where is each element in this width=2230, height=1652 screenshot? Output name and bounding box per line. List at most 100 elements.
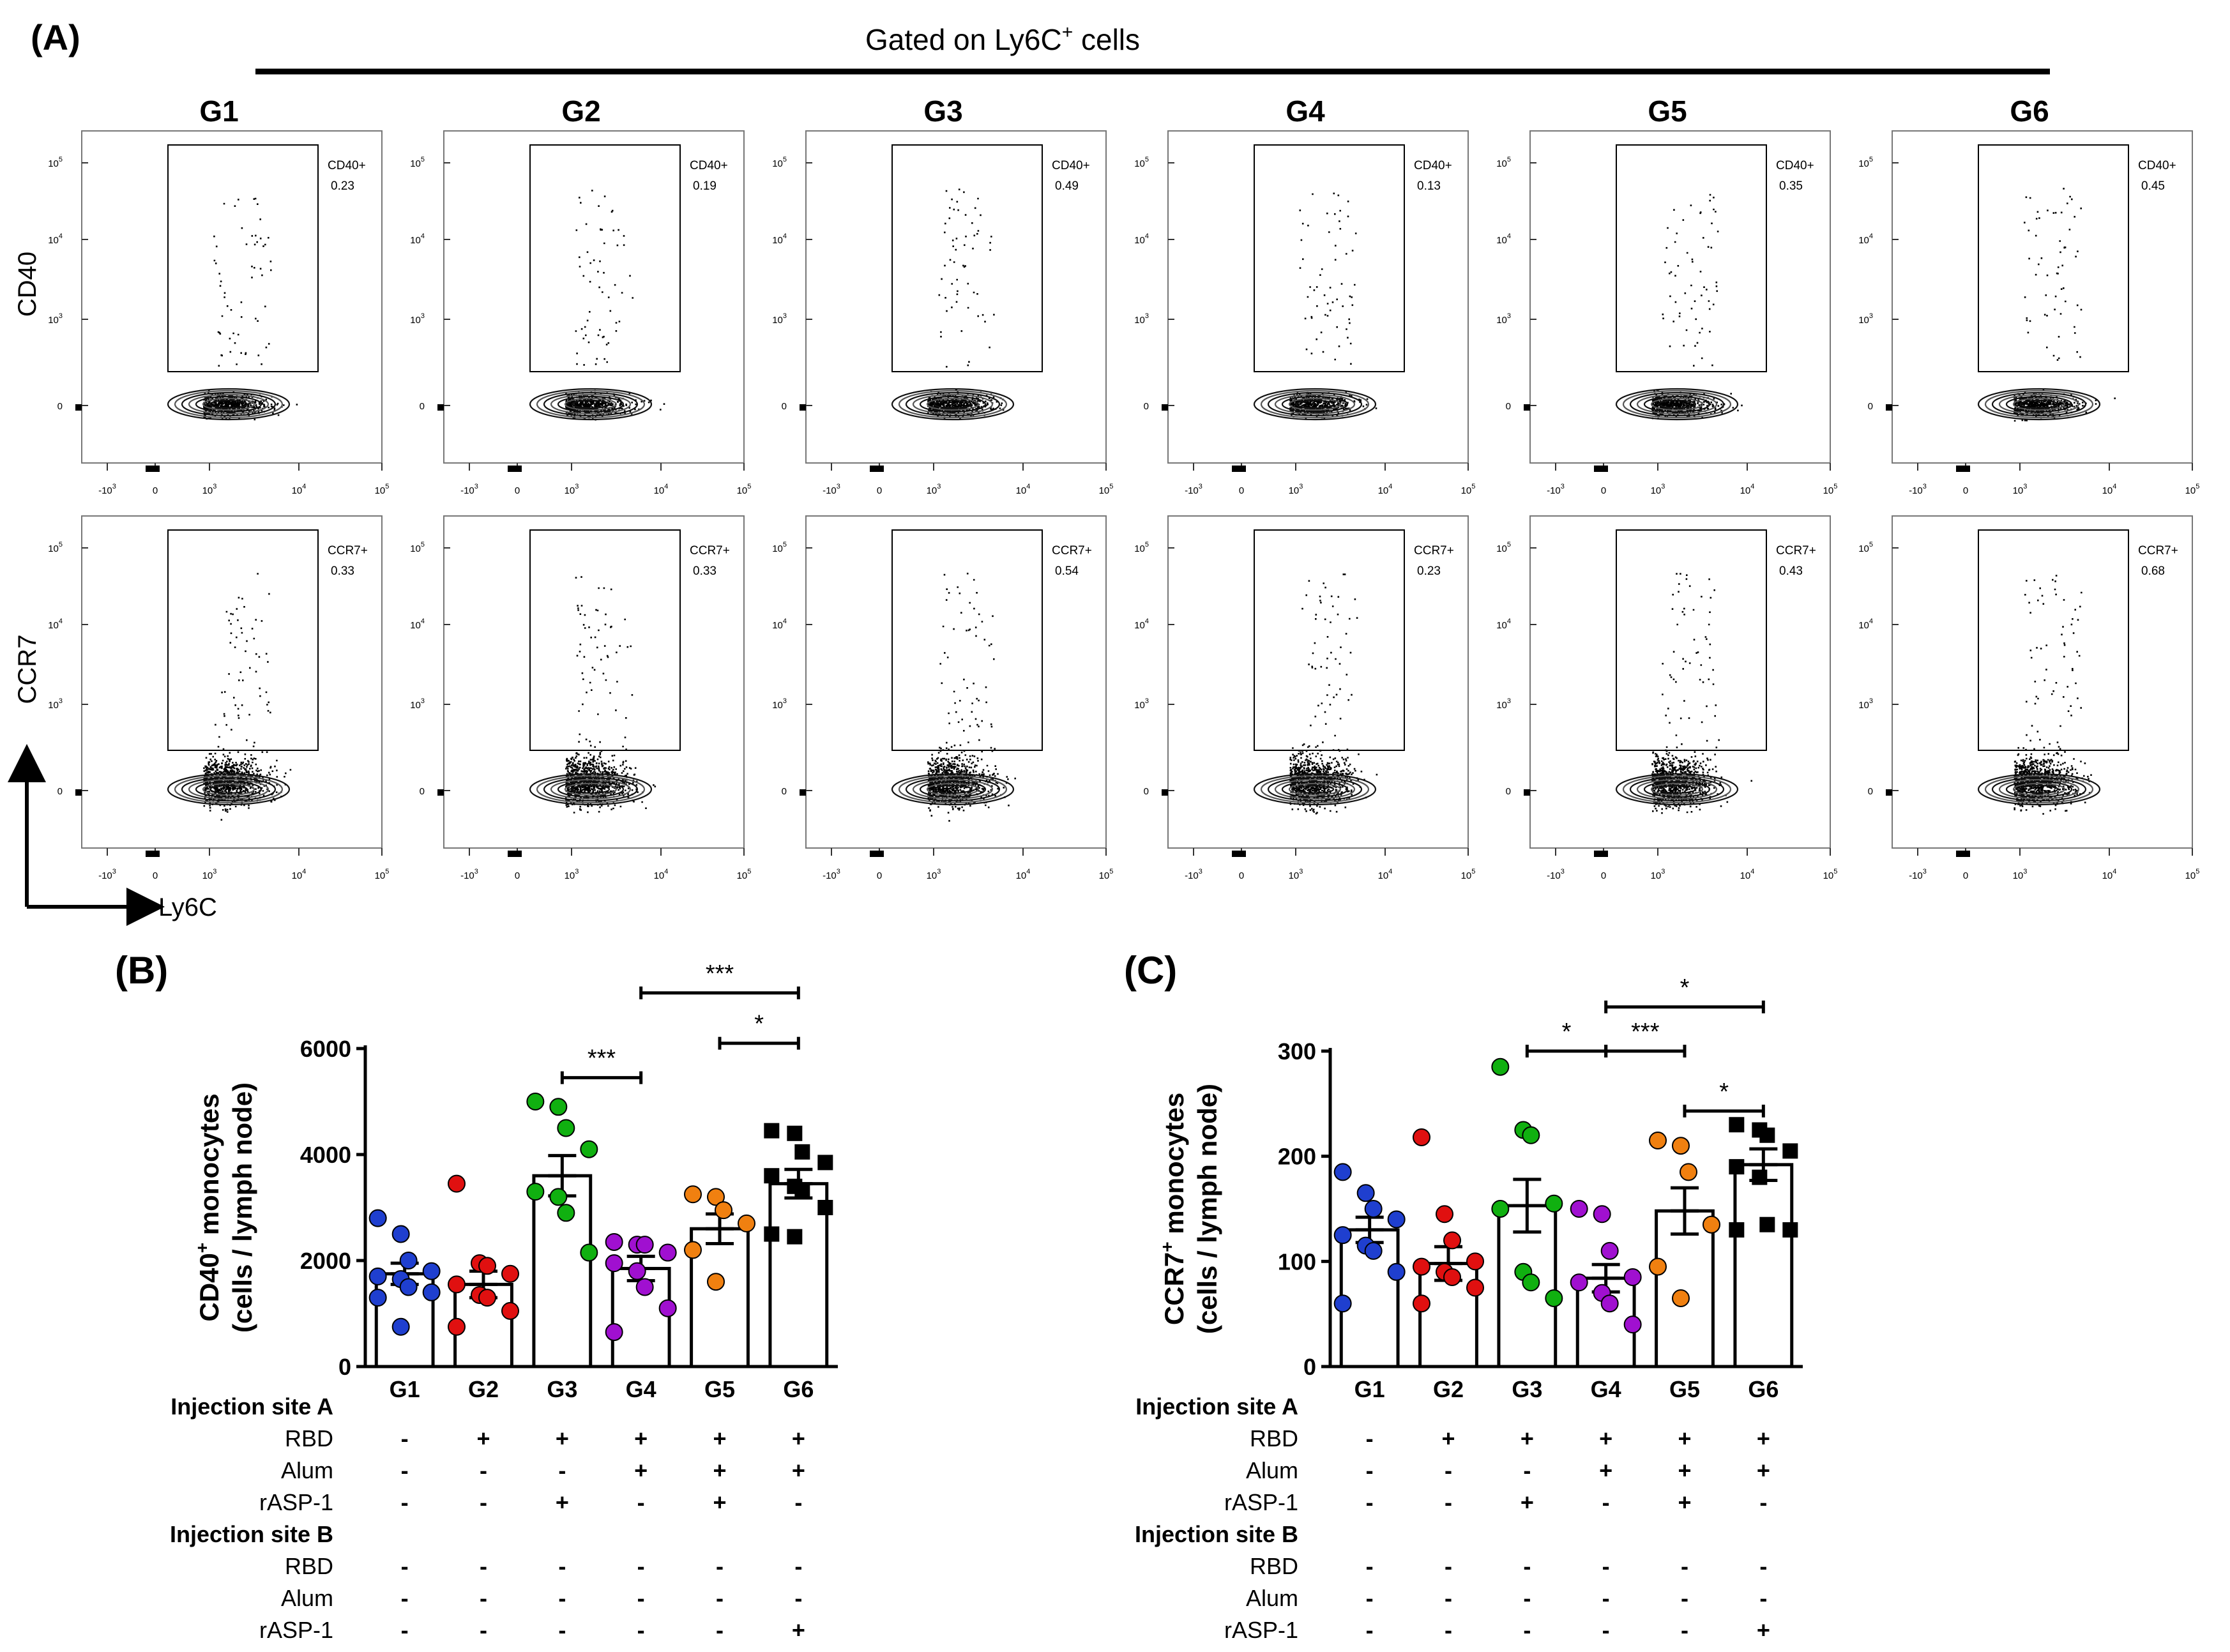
flow-plot: 105 104 103 0 -103 0 103 104 105 CD40+ 0.13 [1134,130,1476,496]
bar [1655,1209,1715,1368]
flow-plot-frame [805,130,1107,464]
data-point [707,1188,725,1206]
data-point [1436,1205,1453,1224]
flow-contour [543,391,639,417]
table-row-label: RBD [285,1553,333,1579]
flow-x-tick-label: 105 [737,868,752,881]
flow-y-tick-label: 0 [782,786,787,797]
flow-y-tick-label: 105 [1134,541,1149,554]
flow-x-tick-label: -103 [1909,868,1927,881]
flow-axis-notch [800,789,806,796]
flow-x-tick-label: 103 [927,483,941,496]
data-point [1729,1222,1745,1238]
flow-contour [1984,775,2094,804]
flow-axis-notch [146,466,160,472]
data-point [399,1278,418,1296]
flow-x-tick-label: 0 [1963,485,1968,496]
flow-contour [529,773,653,806]
flow-contour [1267,391,1363,417]
data-point [1600,1294,1619,1313]
flow-contour [1629,777,1725,802]
flow-gate-name: CD40+ [1414,159,1452,172]
flow-x-tick-label: 105 [375,483,390,496]
table-cell: - [1681,1553,1688,1579]
flow-axis-notch [800,404,806,411]
flow-x-tick-label: 0 [515,485,520,496]
flow-contour [209,784,248,794]
flow-contour [891,388,1015,421]
data-point [1413,1128,1430,1147]
table-cell: - [1523,1617,1531,1643]
data-point [1672,1137,1690,1155]
table-cell: - [716,1617,724,1643]
flow-plot-frame [443,130,745,464]
flow-x-tick-label: 105 [1461,483,1476,496]
flow-y-tick-label: 105 [48,156,63,169]
flow-y-tick-label: 0 [1506,786,1511,797]
flow-axis-notch [1594,466,1608,472]
data-point [1356,1184,1375,1202]
flow-contour [1998,778,2080,800]
y-axis-label-2: (cells / lymph node) [1192,1084,1222,1334]
flow-contour [1636,778,1718,800]
flow-contour [571,784,611,794]
flow-x-tick-label: -103 [1547,868,1565,881]
flow-y-tick-label: 105 [1496,156,1511,169]
flow-y-tick-label: 105 [1134,156,1149,169]
table-cell: - [401,1425,409,1451]
flow-x-tick-label: -103 [1185,483,1202,496]
table-cell: - [480,1617,487,1643]
flow-x-tick-label: 103 [2013,868,2028,881]
flow-x-tick-label: 103 [1289,483,1303,496]
table-cell: - [1523,1585,1531,1611]
flow-contour [1643,780,1711,798]
table-cell: - [1759,1553,1767,1579]
flow-gate [1254,144,1405,372]
y-tick-label: 2000 [300,1248,351,1274]
flow-y-tick-label: 104 [1858,232,1873,246]
table-cell: + [1757,1617,1770,1643]
flow-plot-frame [1892,515,2193,849]
table-cell: - [401,1585,409,1611]
flow-x-tick-label: 105 [2185,483,2200,496]
flow-gate-name: CD40+ [1052,159,1090,172]
data-point [605,1232,623,1251]
flow-gate-percent: 0.68 [2141,565,2165,578]
flow-contour [905,777,1001,802]
data-point [605,1323,623,1342]
flow-y-tick-label: 103 [1496,697,1511,711]
flow-contour [1260,775,1370,804]
x-tick-label: G5 [1669,1376,1700,1402]
flow-axis-notch [75,404,82,411]
flow-contour [536,390,646,419]
ly6c-axis-label: Ly6C [158,893,217,921]
flow-plot-frame [1892,130,2193,464]
flow-gate [1254,529,1405,751]
flow-x-tick-label: 0 [877,870,882,881]
table-cell: - [1366,1489,1374,1515]
flow-y-tick-label: 0 [1868,401,1873,412]
data-point [557,1119,575,1137]
table-row-label: rASP-1 [1224,1489,1298,1515]
flow-plot: 105 104 103 0 -103 0 103 104 105 CCR7+ 0.54 [772,515,1113,881]
flow-plot-frame [805,515,1107,849]
data-point [1387,1262,1406,1281]
table-cell: - [401,1457,409,1483]
flow-x-tick-label: 104 [1740,868,1755,881]
flow-plot: 105 104 103 0 -103 0 103 104 105 CD40+ 0.19 [410,130,751,496]
table-cell: - [1759,1585,1767,1611]
table-cell: - [480,1489,487,1515]
flow-gate-percent: 0.33 [693,565,717,578]
flow-gate-percent: 0.43 [1779,565,1803,578]
flow-gate-name: CD40+ [328,159,366,172]
y-tick-label: 100 [1278,1248,1316,1275]
flow-axis-notch [1594,851,1608,857]
flow-gate [529,144,681,372]
flow-contour [557,780,625,798]
table-cell: - [716,1553,724,1579]
flow-axis-notch [870,466,884,472]
table-cell: - [1445,1585,1452,1611]
flow-gate [167,144,319,372]
flow-contour [1622,390,1732,419]
